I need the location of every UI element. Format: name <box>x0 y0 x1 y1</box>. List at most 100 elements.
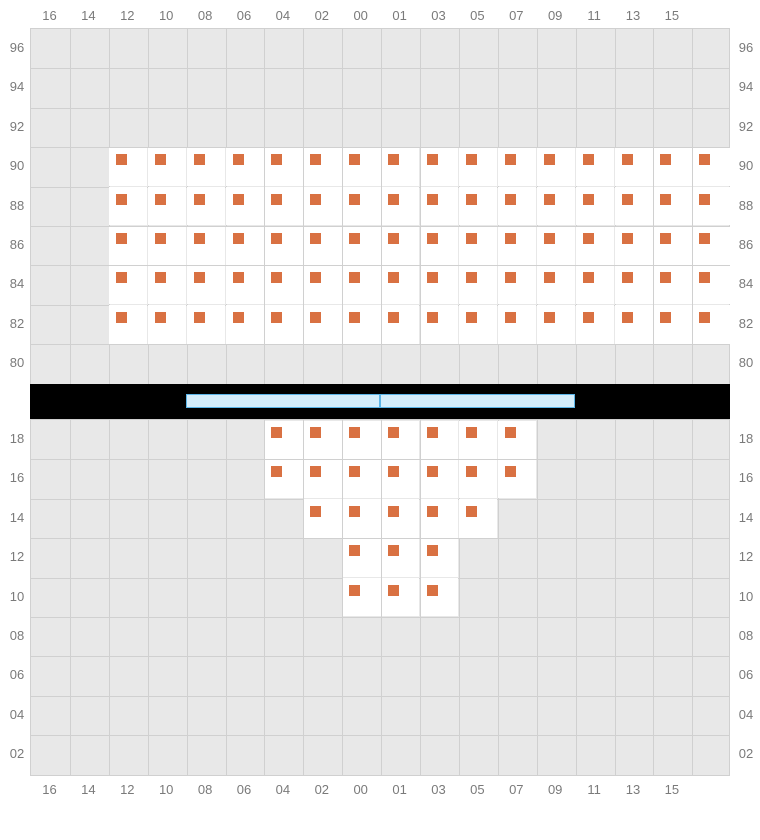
seat-marker[interactable] <box>310 154 321 165</box>
seat-marker[interactable] <box>427 506 438 517</box>
seat-marker[interactable] <box>466 506 477 517</box>
seat-marker[interactable] <box>660 312 671 323</box>
seat-marker[interactable] <box>660 194 671 205</box>
seat-marker[interactable] <box>660 233 671 244</box>
seat-marker[interactable] <box>583 154 594 165</box>
seat-marker[interactable] <box>116 194 127 205</box>
seat-marker[interactable] <box>622 272 633 283</box>
seat-marker[interactable] <box>388 312 399 323</box>
seat-marker[interactable] <box>544 312 555 323</box>
seat-marker[interactable] <box>622 312 633 323</box>
seat-marker[interactable] <box>466 154 477 165</box>
seat-marker[interactable] <box>583 272 594 283</box>
seat-marker[interactable] <box>466 427 477 438</box>
seat-marker[interactable] <box>116 233 127 244</box>
seat-marker[interactable] <box>466 272 477 283</box>
seat-marker[interactable] <box>194 194 205 205</box>
seat-marker[interactable] <box>388 545 399 556</box>
seat-marker[interactable] <box>427 585 438 596</box>
seat-marker[interactable] <box>544 272 555 283</box>
seat-marker[interactable] <box>155 272 166 283</box>
seat-marker[interactable] <box>233 272 244 283</box>
seat-marker[interactable] <box>233 194 244 205</box>
seat-marker[interactable] <box>466 466 477 477</box>
seat-marker[interactable] <box>622 154 633 165</box>
seat-marker[interactable] <box>544 194 555 205</box>
seat-marker[interactable] <box>349 233 360 244</box>
seat-marker[interactable] <box>271 272 282 283</box>
seat-marker[interactable] <box>349 194 360 205</box>
seat-marker[interactable] <box>699 272 710 283</box>
seat-marker[interactable] <box>583 194 594 205</box>
seat-marker[interactable] <box>116 154 127 165</box>
seat-marker[interactable] <box>310 312 321 323</box>
seat-marker[interactable] <box>388 585 399 596</box>
seat-marker[interactable] <box>388 194 399 205</box>
seat-marker[interactable] <box>310 194 321 205</box>
seat-marker[interactable] <box>427 427 438 438</box>
seat-marker[interactable] <box>194 233 205 244</box>
seat-marker[interactable] <box>427 233 438 244</box>
seat-marker[interactable] <box>505 312 516 323</box>
seat-marker[interactable] <box>271 194 282 205</box>
seat-marker[interactable] <box>310 466 321 477</box>
seat-marker[interactable] <box>505 272 516 283</box>
seat-marker[interactable] <box>271 312 282 323</box>
seat-marker[interactable] <box>194 272 205 283</box>
seat-marker[interactable] <box>427 545 438 556</box>
seat-marker[interactable] <box>271 427 282 438</box>
seat-marker[interactable] <box>388 466 399 477</box>
seat-marker[interactable] <box>699 233 710 244</box>
seat-marker[interactable] <box>116 272 127 283</box>
seat-marker[interactable] <box>660 272 671 283</box>
seat-marker[interactable] <box>427 312 438 323</box>
seat-marker[interactable] <box>155 194 166 205</box>
seat-marker[interactable] <box>427 272 438 283</box>
seat-marker[interactable] <box>233 312 244 323</box>
seat-marker[interactable] <box>271 154 282 165</box>
seat-marker[interactable] <box>505 466 516 477</box>
seat-marker[interactable] <box>622 233 633 244</box>
seat-marker[interactable] <box>466 312 477 323</box>
seat-marker[interactable] <box>310 506 321 517</box>
seat-marker[interactable] <box>388 427 399 438</box>
seat-marker[interactable] <box>349 545 360 556</box>
seat-marker[interactable] <box>349 506 360 517</box>
seat-marker[interactable] <box>427 466 438 477</box>
seat-marker[interactable] <box>310 427 321 438</box>
seat-marker[interactable] <box>699 154 710 165</box>
seat-marker[interactable] <box>622 194 633 205</box>
seat-marker[interactable] <box>505 233 516 244</box>
seat-marker[interactable] <box>388 506 399 517</box>
seat-marker[interactable] <box>310 233 321 244</box>
seat-marker[interactable] <box>155 312 166 323</box>
seat-marker[interactable] <box>233 154 244 165</box>
seat-marker[interactable] <box>583 233 594 244</box>
seat-marker[interactable] <box>271 466 282 477</box>
seat-marker[interactable] <box>427 154 438 165</box>
seat-marker[interactable] <box>155 233 166 244</box>
seat-marker[interactable] <box>660 154 671 165</box>
seat-marker[interactable] <box>505 194 516 205</box>
seat-marker[interactable] <box>505 427 516 438</box>
seat-marker[interactable] <box>349 272 360 283</box>
seat-marker[interactable] <box>427 194 438 205</box>
seat-marker[interactable] <box>388 233 399 244</box>
seat-marker[interactable] <box>544 233 555 244</box>
seat-marker[interactable] <box>155 154 166 165</box>
seat-marker[interactable] <box>466 194 477 205</box>
seat-marker[interactable] <box>116 312 127 323</box>
seat-marker[interactable] <box>349 154 360 165</box>
seat-marker[interactable] <box>583 312 594 323</box>
seat-marker[interactable] <box>271 233 282 244</box>
seat-marker[interactable] <box>349 585 360 596</box>
seat-marker[interactable] <box>194 312 205 323</box>
seat-marker[interactable] <box>388 272 399 283</box>
seat-marker[interactable] <box>233 233 244 244</box>
seat-marker[interactable] <box>699 312 710 323</box>
seat-marker[interactable] <box>310 272 321 283</box>
seat-marker[interactable] <box>388 154 399 165</box>
seat-marker[interactable] <box>194 154 205 165</box>
seat-marker[interactable] <box>349 427 360 438</box>
seat-marker[interactable] <box>544 154 555 165</box>
